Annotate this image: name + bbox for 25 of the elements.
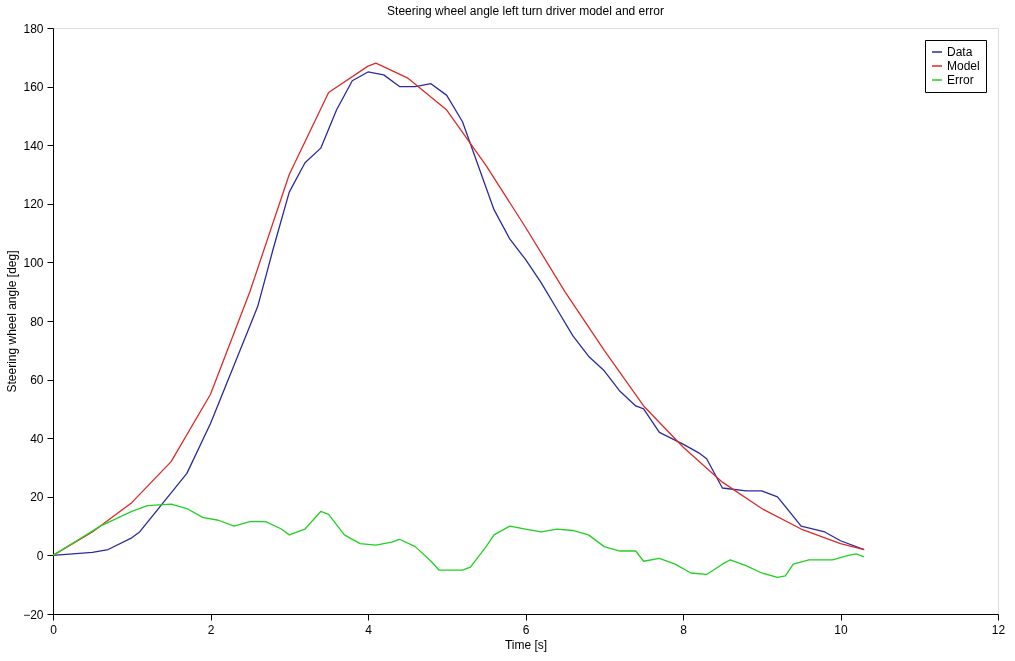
legend-label: Model (947, 59, 980, 73)
y-tick-label: 120 (23, 197, 44, 212)
x-tick-label: 6 (522, 622, 530, 637)
chart-title: Steering wheel angle left turn driver model and error (387, 4, 664, 18)
line-series (52, 503, 865, 579)
x-tick-label: 12 (991, 622, 1006, 637)
y-tick-label: 80 (30, 314, 44, 329)
y-axis-title: Steering wheel angle [deg] (5, 250, 20, 393)
y-tick-label: 100 (23, 255, 44, 270)
x-tick-label: 8 (680, 622, 688, 637)
y-tick-label: 140 (23, 138, 44, 153)
x-tick-label: 2 (207, 622, 215, 637)
x-tick-label: 10 (834, 622, 848, 637)
y-tick-label: 60 (30, 373, 44, 388)
x-tick-label: 0 (50, 622, 58, 637)
legend-label: Error (947, 73, 974, 87)
legend-label: Data (947, 45, 973, 59)
y-tick-label: 20 (30, 490, 44, 505)
y-tick-label: 40 (30, 431, 44, 446)
y-tick-label: 180 (23, 21, 44, 36)
y-tick-label: 160 (23, 80, 44, 95)
x-axis-title: Time [s] (504, 637, 548, 652)
y-tick-label: −20 (23, 607, 44, 622)
y-tick-label: 0 (36, 548, 44, 563)
x-tick-label: 4 (365, 622, 373, 637)
